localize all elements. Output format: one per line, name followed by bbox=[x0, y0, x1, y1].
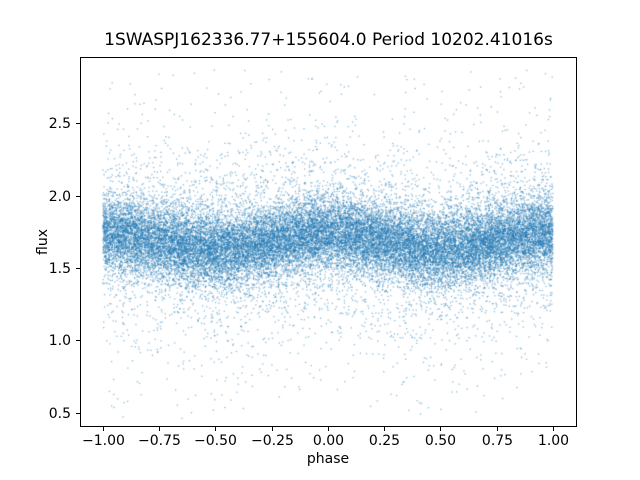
y-tick-mark bbox=[76, 268, 80, 269]
y-tick-label: 2.5 bbox=[48, 116, 71, 132]
y-tick-mark bbox=[76, 196, 80, 197]
x-axis-label: phase bbox=[306, 451, 350, 467]
x-tick-label: 0.25 bbox=[368, 433, 401, 449]
x-tick-label: 0.50 bbox=[424, 433, 457, 449]
y-tick-mark bbox=[76, 123, 80, 124]
scatter-points-canvas bbox=[81, 58, 576, 426]
x-tick-label: −1.00 bbox=[82, 433, 125, 449]
y-tick-label: 1.0 bbox=[48, 333, 71, 349]
x-tick-mark bbox=[553, 427, 554, 431]
x-tick-label: −0.25 bbox=[251, 433, 294, 449]
y-tick-label: 0.5 bbox=[48, 406, 71, 422]
axes-box bbox=[80, 57, 577, 427]
x-tick-label: −0.50 bbox=[194, 433, 237, 449]
x-tick-mark bbox=[272, 427, 273, 431]
x-tick-label: 0.00 bbox=[312, 433, 345, 449]
y-tick-label: 2.0 bbox=[48, 189, 71, 205]
x-tick-label: −0.75 bbox=[138, 433, 181, 449]
x-tick-mark bbox=[215, 427, 216, 431]
x-tick-mark bbox=[384, 427, 385, 431]
y-tick-label: 1.5 bbox=[48, 261, 71, 277]
x-tick-mark bbox=[328, 427, 329, 431]
x-tick-mark bbox=[440, 427, 441, 431]
x-tick-mark bbox=[103, 427, 104, 431]
x-tick-label: 0.75 bbox=[481, 433, 514, 449]
y-tick-mark bbox=[76, 340, 80, 341]
plot-title: 1SWASPJ162336.77+155604.0 Period 10202.4… bbox=[104, 30, 553, 50]
y-axis-label: flux bbox=[35, 229, 51, 255]
x-tick-mark bbox=[159, 427, 160, 431]
x-tick-label: 1.00 bbox=[537, 433, 570, 449]
y-tick-mark bbox=[76, 413, 80, 414]
x-tick-mark bbox=[497, 427, 498, 431]
